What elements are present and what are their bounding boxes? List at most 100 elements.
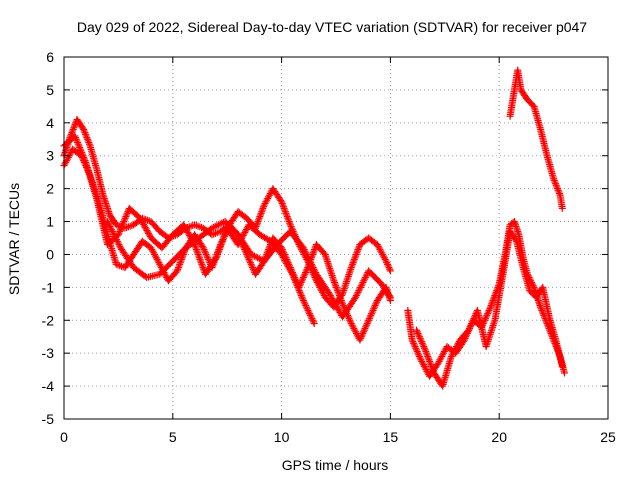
data-point-track-a — [277, 196, 285, 204]
data-point-track-d — [308, 260, 316, 268]
data-point-track-f — [415, 331, 423, 339]
data-point-track-b — [332, 283, 340, 291]
data-point-track-c — [192, 246, 200, 254]
data-point-track-c — [166, 234, 174, 242]
data-point-track-c — [306, 310, 314, 318]
data-point-track-c — [288, 270, 296, 278]
data-point-track-b — [370, 305, 378, 313]
data-point-track-d — [192, 236, 200, 244]
data-point-track-b — [370, 303, 378, 311]
data-point-track-a — [99, 189, 107, 197]
data-point-track-c — [181, 222, 189, 230]
data-point-track-b — [198, 242, 206, 250]
data-point-track-d — [311, 267, 319, 275]
data-point-track-f — [469, 316, 477, 324]
data-point-track-c — [285, 264, 293, 272]
y-tick-label: 0 — [46, 246, 54, 262]
data-point-track-c — [297, 290, 305, 298]
data-point-track-a — [353, 247, 361, 255]
data-point-track-a — [84, 137, 92, 145]
data-point-track-c — [240, 230, 248, 238]
data-point-track-b — [335, 292, 343, 300]
data-point-track-d — [384, 290, 392, 298]
data-point-track-c — [118, 222, 126, 230]
data-point-track-g — [552, 181, 560, 189]
data-point-track-g — [553, 183, 561, 191]
data-point-track-d — [249, 251, 257, 259]
data-point-track-a — [384, 262, 392, 270]
data-point-track-c — [133, 212, 141, 220]
data-point-track-b — [365, 316, 373, 324]
data-point-track-c — [184, 228, 192, 236]
data-point-track-c — [281, 257, 289, 265]
data-point-track-f — [427, 361, 435, 369]
data-point-track-d — [350, 296, 358, 304]
data-point-track-b — [154, 257, 162, 265]
data-point-track-f — [499, 269, 507, 277]
data-point-track-b — [335, 290, 343, 298]
data-point-track-d — [213, 222, 221, 230]
data-point-track-d — [362, 272, 370, 280]
data-point-track-d — [106, 222, 114, 230]
data-point-track-a — [381, 255, 389, 263]
data-point-track-b — [347, 318, 355, 326]
data-point-track-d — [105, 221, 113, 229]
data-point-track-c — [121, 214, 129, 222]
data-point-track-d — [356, 285, 364, 293]
data-point-track-c — [264, 235, 272, 243]
data-point-track-b — [246, 257, 254, 265]
data-point-track-c — [186, 231, 194, 239]
data-point-track-d — [108, 226, 116, 234]
data-points — [60, 66, 568, 390]
data-point-track-a — [383, 260, 391, 268]
data-point-track-a — [254, 218, 262, 226]
data-point-track-d — [301, 247, 309, 255]
data-point-track-a — [82, 132, 90, 140]
data-point-track-c — [144, 228, 152, 236]
x-tick-label: 5 — [169, 429, 177, 445]
data-point-track-a — [85, 140, 93, 148]
data-point-track-d — [110, 231, 118, 239]
data-point-track-a — [281, 208, 289, 216]
data-point-track-d — [300, 246, 308, 254]
data-point-track-a — [92, 163, 100, 171]
data-point-track-c — [121, 216, 129, 224]
data-point-track-b — [302, 269, 310, 277]
data-point-track-b — [330, 278, 338, 286]
data-point-track-c — [288, 269, 296, 277]
data-point-track-c — [75, 142, 83, 150]
data-point-track-e — [415, 351, 423, 359]
data-point-track-f — [466, 323, 474, 331]
data-point-track-b — [299, 273, 307, 281]
y-tick-label: 6 — [46, 49, 54, 65]
data-point-track-a — [69, 125, 77, 133]
data-point-track-b — [361, 325, 369, 332]
data-point-track-b — [174, 264, 182, 272]
data-point-track-f — [454, 339, 462, 347]
data-point-track-b — [202, 250, 210, 258]
data-point-track-b — [357, 334, 365, 342]
data-point-track-d — [211, 222, 219, 230]
x-tick-label: 10 — [274, 429, 290, 445]
data-point-track-c — [115, 229, 123, 237]
x-tick-label: 15 — [383, 429, 399, 445]
data-point-track-a — [280, 204, 288, 212]
data-point-track-f — [467, 321, 475, 329]
data-point-track-d — [307, 259, 315, 267]
data-point-track-a — [350, 257, 358, 265]
data-point-track-e — [485, 306, 493, 314]
data-point-track-b — [265, 244, 273, 252]
data-point-track-b — [204, 254, 212, 262]
data-point-track-f — [420, 343, 428, 351]
data-point-track-f — [462, 329, 470, 337]
data-point-track-f — [545, 311, 553, 319]
data-point-track-b — [302, 267, 310, 275]
data-point-track-a — [284, 214, 292, 222]
data-point-track-d — [179, 247, 187, 255]
data-point-track-d — [359, 278, 367, 286]
data-point-track-d — [111, 232, 119, 240]
data-point-track-g — [549, 173, 557, 181]
data-point-track-c — [145, 231, 153, 239]
data-point-track-d — [303, 252, 311, 260]
data-point-track-c — [221, 231, 229, 239]
